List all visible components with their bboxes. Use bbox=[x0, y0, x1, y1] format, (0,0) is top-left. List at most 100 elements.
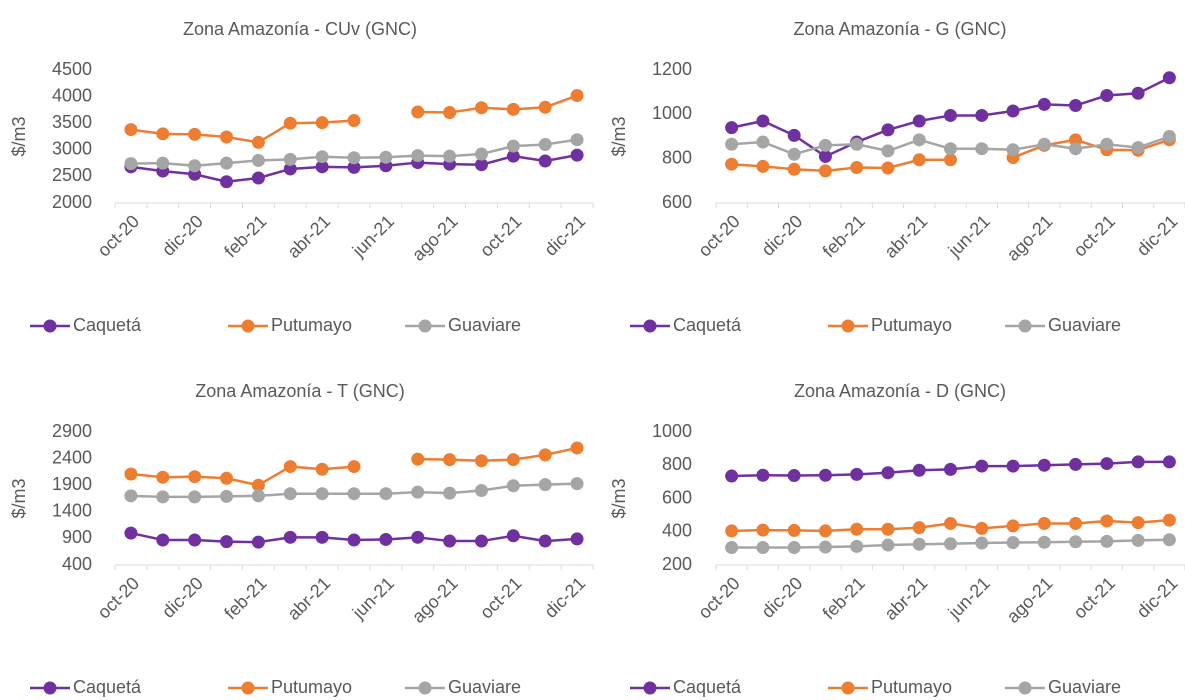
data-point bbox=[315, 160, 329, 174]
data-point bbox=[1037, 516, 1051, 530]
x-tick-label: dic-20 bbox=[758, 211, 807, 260]
data-point bbox=[538, 534, 552, 548]
data-point bbox=[818, 468, 832, 482]
chart-title: Zona Amazonía - T (GNC) bbox=[195, 381, 404, 401]
data-point bbox=[1162, 533, 1176, 547]
legend-label: Caquetá bbox=[73, 315, 142, 335]
data-point bbox=[944, 142, 957, 156]
data-point bbox=[443, 453, 457, 467]
y-tick-label: 4000 bbox=[52, 85, 92, 105]
data-point bbox=[411, 530, 425, 544]
x-tick-label: abr-21 bbox=[283, 573, 334, 624]
data-point bbox=[220, 489, 234, 503]
data-point bbox=[411, 485, 425, 499]
data-point bbox=[1162, 513, 1176, 527]
data-point bbox=[347, 151, 361, 165]
data-point bbox=[881, 123, 895, 137]
data-point bbox=[188, 159, 202, 173]
data-point bbox=[1037, 137, 1051, 151]
data-point bbox=[538, 448, 552, 462]
y-tick-label: 3500 bbox=[52, 112, 92, 132]
data-point bbox=[283, 116, 297, 130]
data-point bbox=[1069, 516, 1083, 530]
data-point bbox=[787, 523, 801, 537]
x-tick-label: oct-20 bbox=[94, 211, 144, 261]
y-tick-label: 2400 bbox=[52, 447, 92, 467]
legend-marker bbox=[241, 319, 255, 333]
data-point bbox=[850, 161, 864, 175]
data-point bbox=[347, 533, 361, 547]
data-point bbox=[188, 533, 202, 547]
data-point bbox=[1100, 457, 1114, 471]
data-point bbox=[538, 154, 552, 168]
y-axis-label: $/m3 bbox=[609, 116, 629, 156]
data-point bbox=[124, 467, 138, 481]
data-point bbox=[156, 533, 170, 547]
data-point bbox=[912, 153, 926, 167]
x-tick-label: dic-21 bbox=[1133, 211, 1182, 260]
data-point bbox=[315, 487, 329, 501]
y-tick-label: 800 bbox=[662, 147, 692, 167]
legend-marker bbox=[643, 319, 657, 333]
x-tick-label: ago-21 bbox=[1003, 573, 1057, 627]
data-point bbox=[506, 102, 520, 116]
x-tick-label: dic-21 bbox=[540, 211, 589, 260]
data-point bbox=[725, 469, 739, 483]
x-tick-label: ago-21 bbox=[408, 573, 462, 627]
x-tick-label: oct-20 bbox=[94, 573, 144, 623]
data-point bbox=[850, 467, 864, 481]
y-tick-label: 3000 bbox=[52, 139, 92, 159]
x-tick-label: abr-21 bbox=[283, 211, 334, 262]
y-tick-label: 1000 bbox=[652, 421, 692, 441]
data-point bbox=[347, 460, 361, 474]
data-point bbox=[1162, 71, 1176, 85]
data-point bbox=[975, 536, 989, 550]
data-point bbox=[756, 523, 770, 537]
x-tick-label: jun-21 bbox=[348, 573, 398, 623]
legend-label: Putumayo bbox=[271, 677, 352, 697]
x-tick-label: oct-21 bbox=[1070, 573, 1120, 623]
data-point bbox=[124, 489, 138, 503]
data-point bbox=[975, 521, 989, 535]
data-point bbox=[1006, 104, 1020, 118]
x-tick-label: feb-21 bbox=[220, 573, 270, 623]
legend-label: Caquetá bbox=[673, 315, 742, 335]
data-point bbox=[881, 538, 895, 552]
data-point bbox=[474, 534, 488, 548]
data-point bbox=[1100, 514, 1114, 528]
data-point bbox=[1100, 137, 1114, 151]
legend-label: Putumayo bbox=[871, 677, 952, 697]
data-point bbox=[570, 148, 584, 162]
data-point bbox=[850, 137, 864, 151]
data-point bbox=[220, 130, 234, 144]
data-point bbox=[506, 149, 520, 163]
data-point bbox=[570, 477, 584, 491]
y-tick-label: 600 bbox=[662, 487, 692, 507]
x-tick-label: jun-21 bbox=[348, 211, 398, 261]
chart-title: Zona Amazonía - G (GNC) bbox=[793, 19, 1006, 39]
data-point bbox=[756, 541, 770, 555]
y-tick-label: 2000 bbox=[52, 192, 92, 212]
data-point bbox=[188, 127, 202, 141]
x-tick-label: feb-21 bbox=[819, 573, 869, 623]
data-point bbox=[1006, 519, 1020, 533]
data-point bbox=[251, 535, 265, 549]
x-tick-label: oct-21 bbox=[476, 573, 526, 623]
data-point bbox=[944, 462, 957, 476]
data-point bbox=[881, 144, 895, 158]
data-point bbox=[443, 106, 457, 120]
data-point bbox=[506, 453, 520, 467]
data-point bbox=[818, 540, 832, 554]
data-point bbox=[156, 156, 170, 170]
chart-panel: Zona Amazonía - D (GNC) $/m3 200 400 600 800 1… bbox=[609, 381, 1185, 697]
data-point bbox=[156, 490, 170, 504]
data-point bbox=[379, 532, 393, 546]
data-point bbox=[1069, 98, 1083, 112]
data-point bbox=[570, 89, 584, 103]
data-point bbox=[912, 114, 926, 128]
data-point bbox=[912, 133, 926, 147]
chart-panel: Zona Amazonía - T (GNC) $/m3 400 900 1400 190… bbox=[9, 381, 594, 697]
y-tick-label: 200 bbox=[662, 554, 692, 574]
data-point bbox=[124, 123, 138, 137]
